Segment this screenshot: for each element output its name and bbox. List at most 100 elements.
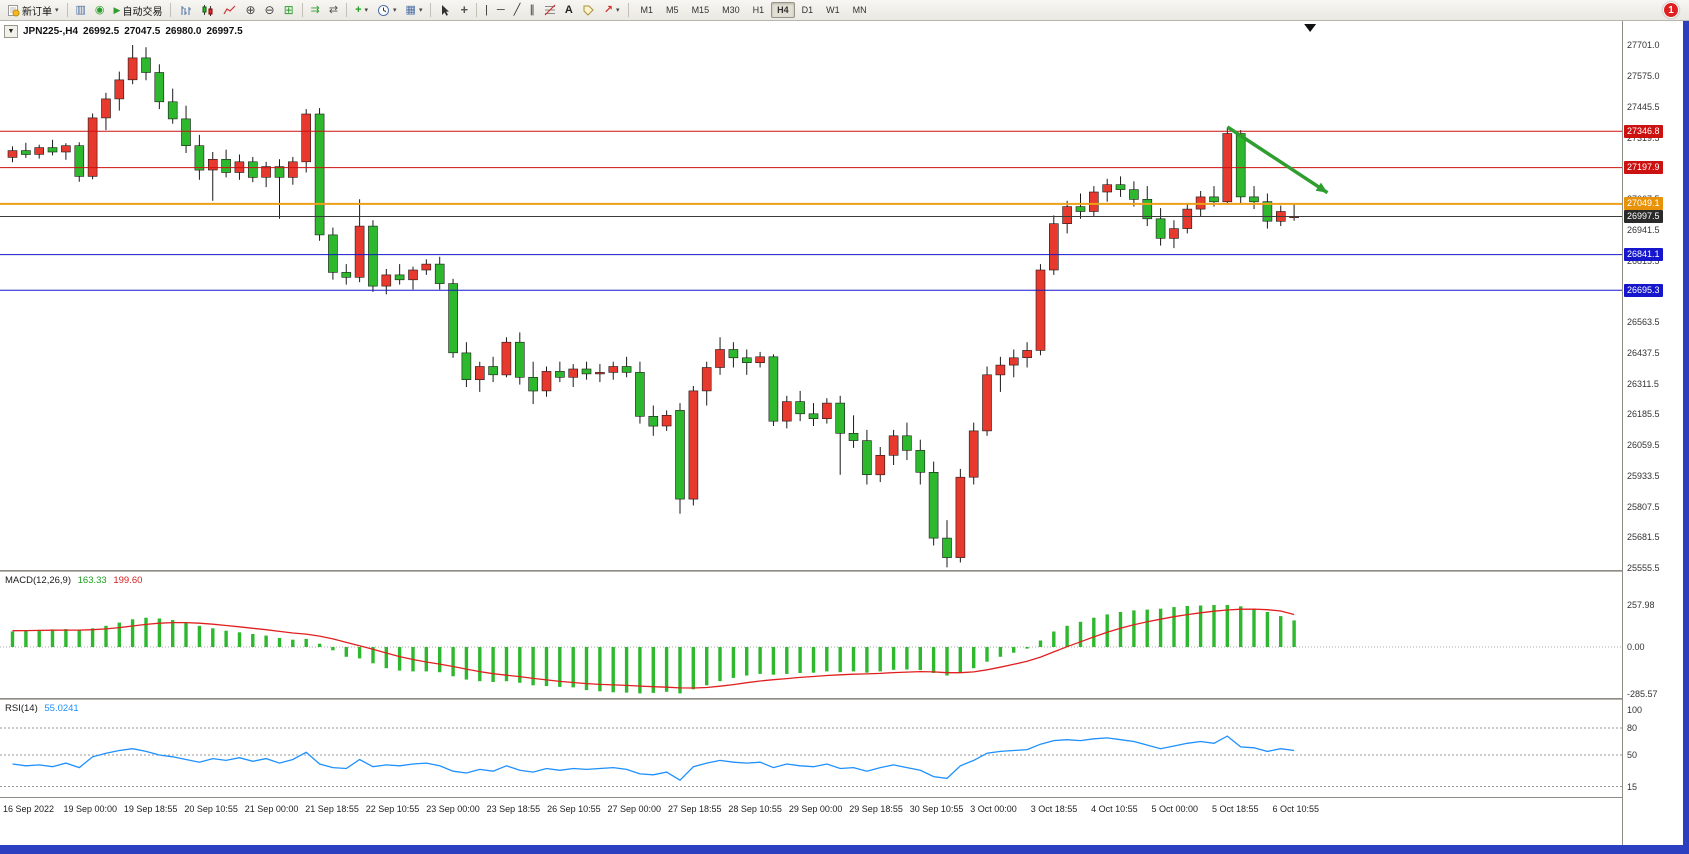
timeframe-button-M15[interactable]: M15: [691, 5, 710, 15]
new-order-icon: [8, 4, 20, 16]
toolbar-separator: [476, 3, 478, 17]
time-axis-label: 19 Sep 18:55: [123, 804, 178, 814]
line-chart-icon: [223, 5, 236, 14]
periods-button[interactable]: ▾: [373, 1, 401, 19]
time-axis-label: 29 Sep 18:55: [849, 804, 903, 814]
trend-arrow-annotation[interactable]: [1226, 125, 1329, 195]
time-axis[interactable]: 16 Sep 2022 19 Sep 00:00 19 Sep 18:55 20 Se…: [0, 797, 1622, 845]
price-axis-label: 26563.5: [1627, 317, 1660, 328]
templates-icon: ▦: [405, 4, 416, 16]
zoom-in-button[interactable]: ⊕: [241, 1, 259, 19]
macd-histogram-bar: [397, 647, 402, 671]
macd-pane[interactable]: MACD(12,26,9) 163.33 199.60: [0, 572, 1622, 698]
candle-body: [7, 150, 18, 158]
crosshair-button[interactable]: +: [456, 1, 472, 19]
indicators-button[interactable]: + ▾: [351, 1, 372, 19]
timeframe-button-H1[interactable]: H1: [752, 5, 765, 15]
price-axis-label: 27575.0: [1627, 70, 1660, 81]
macd-histogram-bar: [758, 647, 762, 674]
trendline-button[interactable]: ╱: [510, 1, 525, 19]
candle-body: [915, 450, 926, 473]
rsi-pane[interactable]: RSI(14) 55.0241: [0, 700, 1622, 797]
macd-histogram-bar: [958, 647, 962, 673]
macd-histogram-bar: [518, 647, 522, 683]
rsi-chart[interactable]: [0, 700, 1622, 797]
toolbar-separator: [66, 3, 68, 17]
price-line-badge: 26841.1: [1624, 248, 1663, 262]
auto-scroll-button[interactable]: ⇉: [307, 1, 324, 19]
candle-body: [221, 159, 231, 173]
macd-histogram-bar: [664, 647, 669, 692]
macd-histogram-bar: [1092, 617, 1096, 647]
candlestick-chart[interactable]: [0, 21, 1622, 570]
zoom-out-button[interactable]: ⊖: [261, 1, 279, 19]
text-tool-button[interactable]: A: [561, 1, 577, 19]
timeframe-button-H4[interactable]: H4: [771, 2, 795, 18]
rsi-axis-label: 50: [1627, 750, 1638, 760]
candle-body: [34, 147, 45, 155]
down-triangle-marker[interactable]: [1304, 24, 1317, 32]
macd-chart[interactable]: [0, 572, 1622, 698]
price-axis[interactable]: 27701.027575.027445.527319.527193.527067…: [1622, 21, 1683, 845]
macd-histogram-bar: [24, 630, 28, 647]
label-tool-button[interactable]: [578, 1, 599, 19]
timeframe-button-M5[interactable]: M5: [666, 5, 679, 15]
macd-histogram-bar: [624, 647, 629, 693]
new-order-button[interactable]: 新订单 ▾: [3, 1, 63, 19]
auto-scroll-icon: ⇉: [310, 4, 320, 16]
charts-window-button[interactable]: ▥: [72, 1, 90, 19]
rsi-label: RSI(14) 55.0241: [5, 703, 79, 714]
arrows-tool-button[interactable]: ↗ ▾: [600, 1, 624, 19]
timeframe-button-W1[interactable]: W1: [826, 5, 840, 15]
macd-name: MACD(12,26,9): [5, 575, 71, 586]
bar-chart-button[interactable]: [175, 1, 196, 19]
timeframe-button-D1[interactable]: D1: [801, 5, 814, 15]
channel-button[interactable]: ∥: [525, 1, 539, 19]
horizontal-line-button[interactable]: ─: [493, 1, 509, 19]
chart-shift-button[interactable]: ⇄: [325, 1, 342, 19]
macd-signal-value: 199.60: [113, 575, 143, 586]
templates-button[interactable]: ▦ ▾: [402, 1, 427, 19]
chart-dropdown-button[interactable]: ▼: [4, 25, 18, 38]
vertical-line-button[interactable]: |: [481, 1, 492, 19]
candle-body: [875, 454, 886, 476]
timeframe-button-M30[interactable]: M30: [722, 5, 740, 15]
time-axis-label: 21 Sep 18:55: [305, 804, 359, 814]
candle-body: [261, 166, 271, 178]
macd-histogram-bar: [264, 635, 268, 647]
pane-separator[interactable]: [0, 698, 1622, 700]
channel-icon: ∥: [529, 4, 535, 16]
candle-body: [381, 274, 392, 287]
autotrading-play-icon: ▶: [113, 5, 121, 15]
macd-histogram-bar: [998, 647, 1003, 657]
time-axis-label: 16 Sep 2022: [3, 804, 55, 814]
macd-histogram-bar: [1239, 606, 1243, 647]
timeframe-button-MN[interactable]: MN: [852, 5, 867, 15]
candle-body: [301, 113, 312, 163]
candle-body: [741, 357, 752, 363]
candle-body: [21, 150, 31, 155]
pane-separator[interactable]: [0, 570, 1622, 572]
time-axis-label: 19 Sep 00:00: [63, 804, 118, 814]
macd-histogram-bar: [985, 647, 989, 662]
notification-badge[interactable]: 1: [1663, 2, 1679, 18]
candle-body: [61, 145, 71, 153]
line-chart-button[interactable]: [219, 1, 240, 19]
tile-windows-button[interactable]: ⊞: [280, 1, 298, 19]
vertical-line-icon: |: [485, 4, 488, 16]
candlestick-button[interactable]: [197, 1, 218, 19]
bar-chart-icon: [181, 5, 192, 15]
cursor-button[interactable]: [435, 1, 455, 19]
autotrading-button[interactable]: ▶ 自动交易: [110, 1, 167, 19]
sound-button[interactable]: ◉: [91, 1, 109, 19]
candle-body: [1182, 208, 1193, 229]
main-chart-pane[interactable]: ▼ JPN225-,H4 26992.5 27047.5 26980.0 269…: [0, 21, 1622, 570]
chart-window[interactable]: ▼ JPN225-,H4 26992.5 27047.5 26980.0 269…: [0, 21, 1683, 845]
macd-histogram-bar: [451, 647, 455, 677]
timeframe-button-M1[interactable]: M1: [640, 5, 654, 15]
macd-histogram-bar: [37, 629, 41, 647]
macd-histogram-bar: [558, 647, 562, 687]
macd-histogram-bar: [1012, 647, 1016, 653]
fibonacci-button[interactable]: [540, 1, 560, 19]
macd-histogram-bar: [304, 638, 308, 647]
